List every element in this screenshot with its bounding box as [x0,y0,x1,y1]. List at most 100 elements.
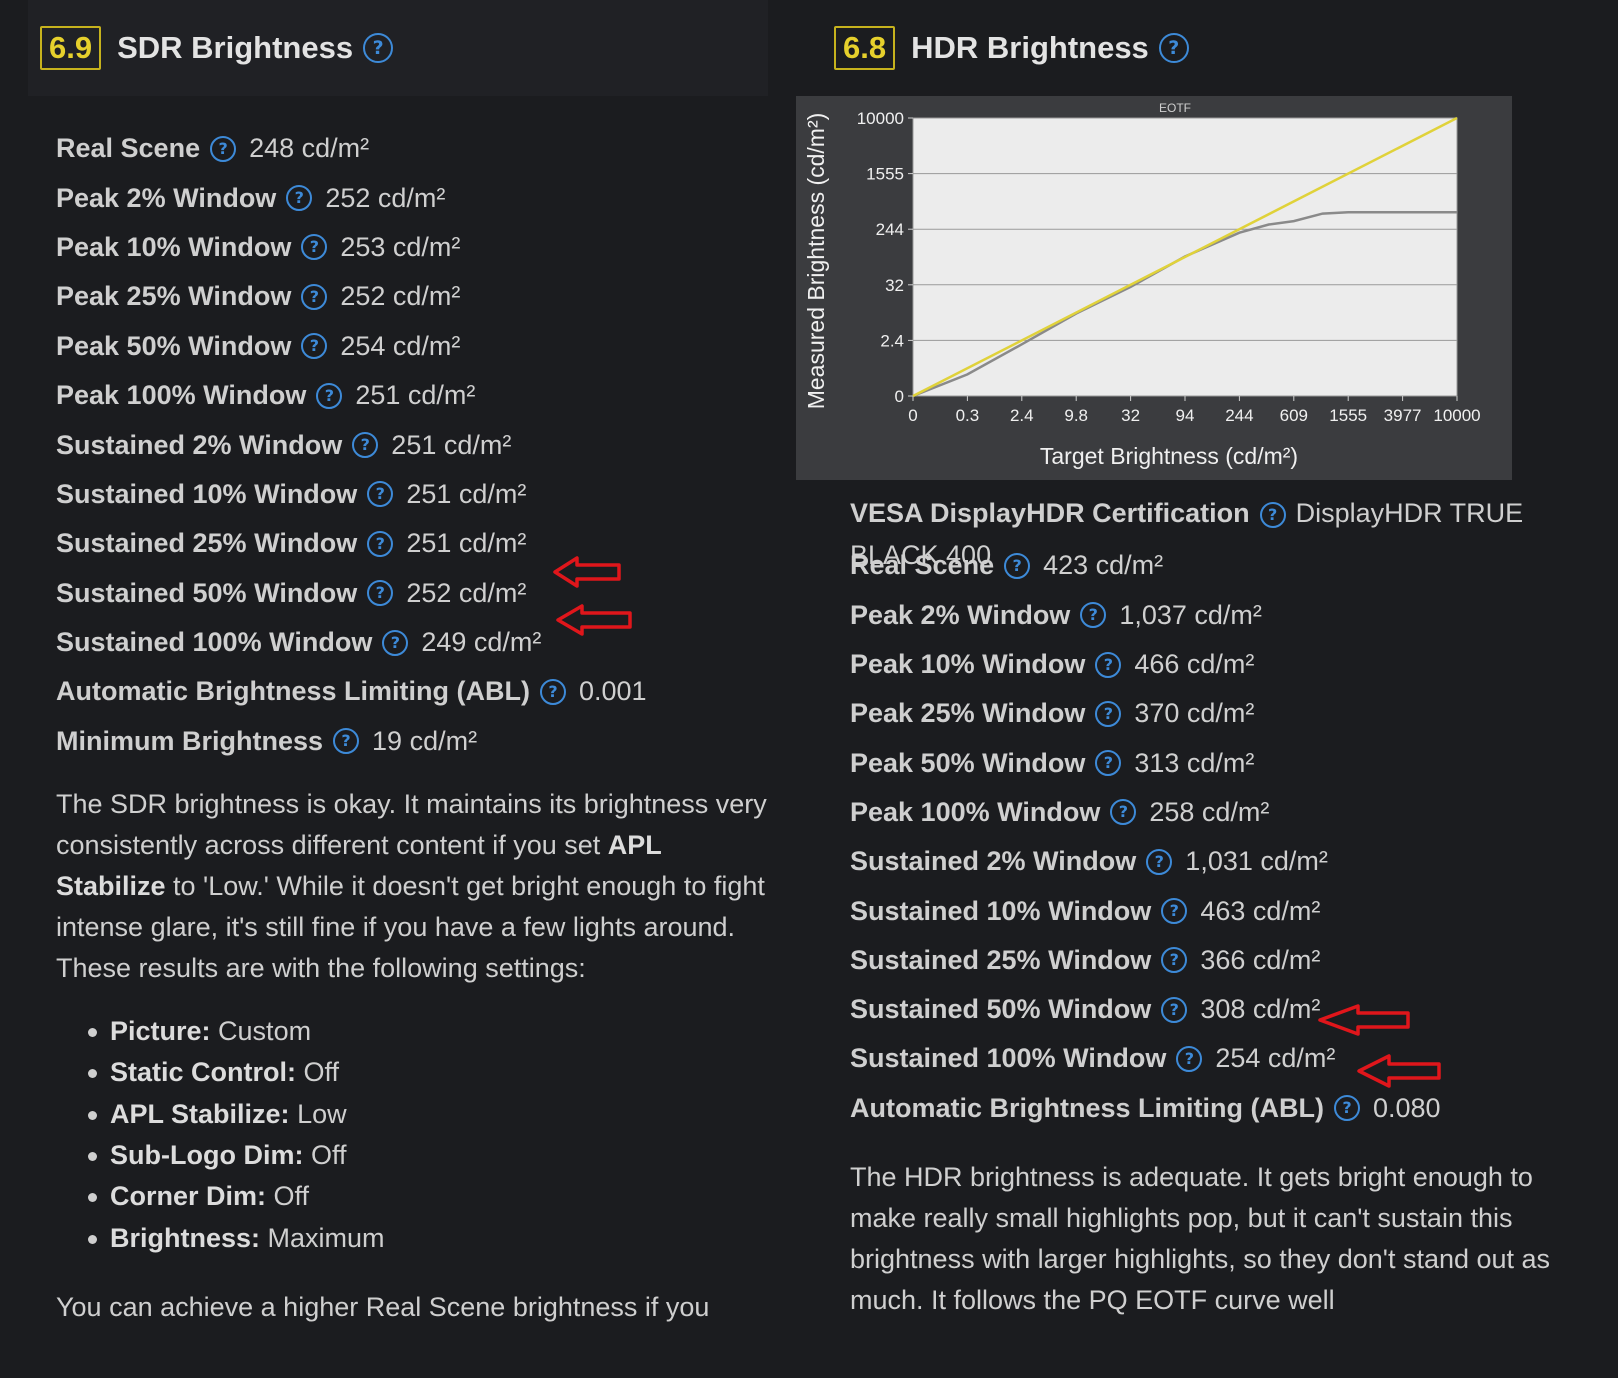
help-icon[interactable]: ? [367,530,394,557]
measurement-row: Peak 50% Window? 254 cd/m² [56,322,768,371]
hdr-header: 6.8 HDR Brightness ? [822,0,1564,96]
help-icon[interactable]: ? [301,283,328,310]
measurement-value: 251 cd/m² [391,429,512,460]
help-icon[interactable]: ? [367,580,394,607]
settings-label: Sub-Logo Dim: [110,1139,304,1170]
help-icon[interactable]: ? [1004,552,1031,579]
measurement-row: Peak 100% Window? 251 cd/m² [56,371,768,420]
help-icon[interactable]: ? [540,678,566,705]
help-icon[interactable]: ? [1334,1095,1360,1122]
measurement-value: 254 cd/m² [340,330,461,361]
measurement-row: Automatic Brightness Limiting (ABL)? 0.08… [850,1084,1564,1133]
sdr-footer-text: You can achieve a higher Real Scene brig… [56,1291,710,1322]
help-icon[interactable]: ? [1146,848,1173,875]
measurement-label: Peak 2% Window [56,182,277,213]
x-tick-label: 0 [908,406,917,425]
x-tick-label: 609 [1280,406,1308,425]
x-tick-label: 3977 [1384,406,1422,425]
y-tick-label: 244 [876,220,904,239]
help-icon[interactable]: ? [1161,996,1188,1023]
x-tick-label: 32 [1121,406,1140,425]
measurement-value: 254 cd/m² [1215,1043,1336,1074]
help-icon[interactable]: ? [1158,33,1189,63]
measurement-label: Sustained 25% Window [56,528,358,559]
measurement-row: Minimum Brightness? 19 cd/m² [56,717,768,766]
measurement-value: 248 cd/m² [249,133,370,164]
measurement-row: Peak 10% Window? 253 cd/m² [56,223,768,272]
help-icon[interactable]: ? [382,629,409,656]
sdr-score-badge: 6.9 [40,26,102,70]
help-icon[interactable]: ? [363,33,394,63]
measurement-value: 253 cd/m² [340,231,461,262]
series-line [912,210,1457,398]
help-icon[interactable]: ? [1080,602,1107,629]
measurement-label: Automatic Brightness Limiting (ABL) [850,1092,1324,1123]
sdr-measurements: Real Scene? 248 cd/m² Peak 2% Window? 252 c… [28,96,768,766]
sdr-desc-text: The SDR brightness is okay. It maintains… [56,789,767,861]
measurement-row: Sustained 25% Window? 366 cd/m² [850,936,1564,985]
arrow-left-icon [1318,1004,1410,1036]
help-icon[interactable]: ? [1110,799,1137,826]
settings-label: APL Stabilize: [110,1098,290,1129]
measurement-row: Automatic Brightness Limiting (ABL)? 0.00… [56,667,768,716]
measurement-value: 423 cd/m² [1043,550,1164,581]
hdr-section: 6.8 HDR Brightness ? 0 2.4 32 244 1555 10000 0… [796,0,1564,1321]
measurement-value: 19 cd/m² [372,725,478,756]
help-icon[interactable]: ? [1161,898,1188,925]
help-icon[interactable]: ? [1095,750,1122,777]
chart-title: EOTF [1159,101,1191,115]
measurement-label: Peak 100% Window [850,796,1101,827]
help-icon[interactable]: ? [210,135,237,162]
help-icon[interactable]: ? [333,728,360,755]
measurement-label: Sustained 25% Window [850,944,1152,975]
help-icon[interactable]: ? [286,185,313,212]
help-icon[interactable]: ? [1095,651,1122,678]
x-axis-label: Target Brightness (cd/m²) [1040,443,1298,469]
settings-label: Brightness: [110,1222,261,1253]
sdr-desc-text-2: to 'Low.' While it doesn't get bright en… [56,871,765,984]
help-icon[interactable]: ? [1259,501,1286,528]
measurement-value: 308 cd/m² [1200,994,1321,1025]
measurement-label: Peak 10% Window [850,649,1086,680]
measurement-row: Real Scene? 423 cd/m² [850,541,1564,590]
measurement-value: 370 cd/m² [1134,698,1255,729]
help-icon[interactable]: ? [352,432,379,459]
x-tick-label: 94 [1176,406,1195,425]
eotf-chart: 0 2.4 32 244 1555 10000 0 0.3 2.4 9.8 32 94 244 609 15… [796,96,1512,480]
measurement-label: Peak 10% Window [56,231,292,262]
help-icon[interactable]: ? [316,382,343,409]
measurement-row: Sustained 25% Window? 251 cd/m² [56,519,768,568]
sdr-desc-bold: APL Stabilize [56,830,662,902]
help-icon[interactable]: ? [301,234,328,261]
y-axis-label: Measured Brightness (cd/m²) [803,113,829,410]
measurement-label: Peak 25% Window [850,698,1086,729]
measurement-label: Peak 2% Window [850,599,1071,630]
measurement-value: 251 cd/m² [355,380,476,411]
x-tick-label: 0.3 [956,406,980,425]
measurement-label: Sustained 2% Window [56,429,343,460]
help-icon[interactable]: ? [1095,700,1122,727]
measurement-value: 0.001 [579,676,647,707]
settings-value: Custom [218,1016,312,1047]
settings-item: APL Stabilize: Low [88,1094,768,1135]
help-icon[interactable]: ? [1161,947,1188,974]
arrow-left-icon [553,556,621,588]
measurement-row: Peak 25% Window? 370 cd/m² [850,689,1564,738]
eotf-chart-svg: 0 2.4 32 244 1555 10000 0 0.3 2.4 9.8 32 94 244 609 15… [803,101,1481,469]
measurement-row: Sustained 2% Window? 1,031 cd/m² [850,837,1564,886]
help-icon[interactable]: ? [367,481,394,508]
measurement-row: Sustained 50% Window? 252 cd/m² [56,569,768,618]
measurement-label: Automatic Brightness Limiting (ABL) [56,676,530,707]
measurement-row: Sustained 10% Window? 251 cd/m² [56,470,768,519]
settings-item: Brightness: Maximum [88,1218,768,1259]
measurement-row: Sustained 50% Window? 308 cd/m² [850,985,1564,1034]
help-icon[interactable]: ? [1176,1045,1203,1072]
settings-label: Picture: [110,1016,211,1047]
settings-value: Maximum [267,1222,385,1253]
hdr-cert-label: VESA DisplayHDR Certification [850,498,1250,528]
y-tick-label: 1555 [866,165,904,184]
y-tick-label: 32 [885,276,904,295]
measurement-value: 366 cd/m² [1200,944,1321,975]
settings-item: Static Control: Off [88,1052,768,1093]
help-icon[interactable]: ? [301,333,328,360]
